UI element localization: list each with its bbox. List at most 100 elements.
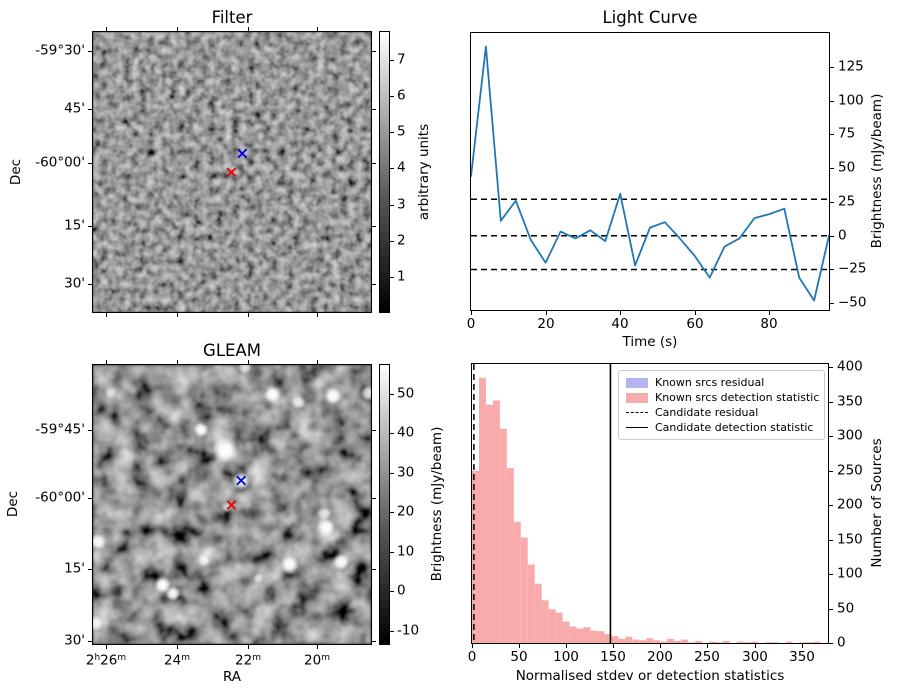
histogram-bar — [799, 642, 807, 643]
histogram-bar — [674, 640, 682, 643]
colorbar-tick-label: 2 — [397, 232, 406, 249]
sources-tick — [829, 540, 833, 541]
x-tick-top — [106, 27, 107, 31]
time-tick-label: 60 — [686, 316, 704, 332]
colorbar-tick — [390, 241, 394, 242]
ra-tick-label: 2h26m — [85, 652, 127, 669]
histogram-bar — [527, 564, 535, 643]
histogram-plot-area — [472, 364, 821, 643]
legend: Known srcs residual Known srcs detection … — [618, 370, 825, 440]
gleam-image-panel — [92, 364, 372, 645]
colorbar-tick-label: 7 — [397, 51, 406, 68]
histogram-bar — [632, 639, 640, 643]
time-tick — [769, 311, 770, 315]
sources-tick-label: 250 — [837, 462, 863, 479]
y-tick — [88, 569, 92, 570]
x-tick-top — [177, 360, 178, 364]
histogram-bar — [708, 641, 716, 643]
dec-tick-label: -60°00' — [35, 154, 85, 171]
histogram-bar — [555, 612, 563, 643]
time-tick-label: 80 — [760, 316, 778, 332]
histogram-bar — [715, 642, 723, 643]
y-tick — [88, 430, 92, 431]
brightness-tick-label: 100 — [838, 92, 864, 109]
colorbar-tick-label: 4 — [397, 159, 406, 176]
dec-tick-label: 15' — [64, 217, 85, 234]
time-tick — [620, 311, 621, 315]
hist-x-tick-label: 350 — [789, 649, 815, 665]
brightness-tick — [830, 101, 834, 102]
x-tick — [106, 313, 107, 317]
x-tick — [248, 645, 249, 649]
hist-x-tick-label: 100 — [553, 649, 579, 665]
y-tick-right — [372, 109, 376, 110]
histogram-bar — [785, 641, 793, 643]
time-tick-label: 0 — [466, 316, 476, 332]
dec-tick-label: 30' — [64, 632, 85, 649]
sources-tick-label: 100 — [837, 565, 863, 582]
sources-tick — [829, 436, 833, 437]
hist-x-tick-label: 150 — [600, 649, 626, 665]
filter-dec-axis-label: Dec — [8, 158, 24, 186]
histogram-bar — [764, 642, 772, 643]
colorbar-tick-label: 10 — [397, 543, 415, 560]
x-tick-top — [248, 27, 249, 31]
brightness-tick-label: −25 — [838, 260, 867, 277]
colorbar-tick — [390, 631, 394, 632]
x-tick-top — [106, 360, 107, 364]
light-curve-plot-area — [471, 45, 829, 302]
brightness-tick — [830, 168, 834, 169]
sources-tick — [829, 643, 833, 644]
sources-tick-label: 150 — [837, 531, 863, 548]
colorbar-tick — [390, 96, 394, 97]
sources-tick — [829, 367, 833, 368]
brightness-tick-label: −50 — [838, 294, 867, 311]
legend-swatch-solid-line — [626, 427, 648, 428]
colorbar-tick-label: 20 — [397, 503, 415, 520]
gleam-colorbar-label: Brightness (mJy/beam) — [429, 426, 445, 582]
filter-colorbar — [379, 31, 390, 313]
legend-item: Known srcs residual — [626, 375, 817, 390]
histogram-bar — [583, 627, 591, 643]
y-tick — [88, 641, 92, 642]
histogram-bar — [590, 630, 598, 643]
light-curve-title: Light Curve — [602, 8, 698, 27]
gleam-title: GLEAM — [203, 341, 261, 360]
y-tick-right — [372, 641, 376, 642]
time-tick — [471, 311, 472, 315]
colorbar-tick — [390, 132, 394, 133]
histogram-bar — [653, 640, 661, 643]
time-tick-label: 40 — [611, 316, 629, 332]
colorbar-tick — [390, 473, 394, 474]
colorbar-tick-label: 30 — [397, 464, 415, 481]
histogram-bar — [492, 400, 500, 643]
y-tick-right — [372, 51, 376, 52]
filter-colorbar-label: arbitrary units — [416, 123, 432, 221]
y-tick-right — [372, 569, 376, 570]
hist-x-tick — [519, 644, 520, 648]
dec-tick-label: -59°30' — [35, 42, 85, 59]
colorbar-tick — [390, 205, 394, 206]
filter-image-panel — [92, 31, 372, 313]
colorbar-tick-label: 40 — [397, 424, 415, 441]
dec-tick-label: 30' — [64, 275, 85, 292]
number-of-sources-axis-label: Number of Sources — [869, 438, 885, 568]
sources-tick-label: 200 — [837, 496, 863, 513]
time-tick-label: 20 — [537, 316, 555, 332]
time-tick — [546, 311, 547, 315]
ra-tick-label: 22m — [235, 652, 261, 669]
colorbar-tick-label: 6 — [397, 87, 406, 104]
x-tick — [106, 645, 107, 649]
hist-x-tick — [802, 644, 803, 648]
colorbar-tick-label: 50 — [397, 385, 415, 402]
colorbar-tick-label: 5 — [397, 123, 406, 140]
ra-tick-label: 24m — [164, 652, 190, 669]
blue-x-marker — [237, 148, 248, 159]
colorbar-tick — [390, 168, 394, 169]
legend-swatch-dashed-line — [626, 412, 648, 413]
gleam-noise-image — [93, 365, 371, 644]
histogram-bar — [541, 600, 549, 643]
histogram-bar — [625, 636, 633, 643]
y-tick — [88, 284, 92, 285]
histogram-bar — [499, 428, 507, 643]
